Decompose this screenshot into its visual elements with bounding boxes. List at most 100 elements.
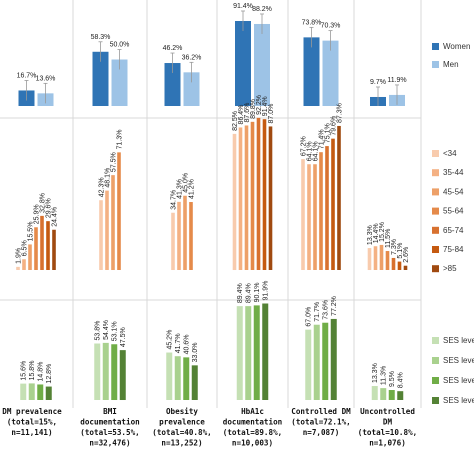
data-label: 87.3% [336, 103, 343, 123]
bar-age-0-1 [99, 200, 103, 270]
data-label: 45.0% [182, 173, 189, 193]
bar-ses-3-5 [397, 391, 404, 400]
data-label: 9.5% [389, 371, 396, 387]
bar-ses-2-0 [37, 384, 44, 400]
data-label: 64.1% [312, 141, 319, 161]
data-label: 87.0% [268, 104, 275, 124]
bar-age-3-5 [385, 251, 390, 270]
legend-swatch [432, 337, 439, 344]
legend-label: 45-54 [443, 187, 464, 196]
data-label: 77.2% [331, 296, 338, 316]
data-label: 32.8% [39, 193, 46, 213]
category-label: Controlled DM (total=72.1%, n=7,087) [291, 407, 351, 437]
bar-gender-0-1 [92, 51, 109, 106]
data-label: 15.2% [379, 222, 386, 242]
data-label: 13.3% [367, 225, 374, 245]
data-label: 14.8% [38, 362, 45, 382]
bar-ses-3-1 [119, 350, 126, 401]
data-label: 9.7% [370, 79, 386, 86]
bar-ses-1-1 [102, 342, 109, 400]
panel-gender: 16.7% 13.6% 58.3%50.0% 46.2% 36.2% 91.4% 88.2%… [17, 3, 407, 107]
bar-age-0-2 [171, 212, 175, 271]
bar-age-6-5 [403, 265, 408, 270]
bar-age-4-4 [325, 146, 329, 270]
bar-age-4-5 [391, 257, 396, 270]
data-label: 87.6% [244, 103, 251, 123]
data-label: 45.2% [167, 330, 174, 350]
legend-label: <34 [443, 149, 457, 158]
legend-label: SES level 4 [443, 396, 474, 405]
data-label: 41.3% [176, 179, 183, 199]
panel-ses: 15.6% 15.8% 14.8% 12.8% 53.8% 54.4% 53.1% 47.5%… [20, 281, 405, 401]
bar-ses-3-4 [330, 318, 337, 400]
legend-label: 65-74 [443, 226, 464, 235]
data-label: 14.4% [373, 223, 380, 243]
bar-ses-1-4 [313, 324, 320, 400]
bar-ses-2-1 [111, 344, 118, 401]
bar-ses-2-5 [388, 390, 395, 400]
bar-age-0-3 [232, 133, 237, 271]
data-label: 57.5% [110, 152, 117, 172]
data-label: 73.8% [302, 19, 322, 26]
legend-label: 35-44 [443, 168, 464, 177]
bar-age-3-1 [117, 152, 121, 270]
legend-swatch [432, 377, 439, 384]
legend-swatch [432, 61, 439, 68]
bar-age-2-2 [183, 195, 187, 270]
panel-age: 1.9% 6.5%15.5%25.9%32.8% 29.6% 24.4% 42.3% 48… [15, 95, 410, 271]
bar-age-2-1 [111, 175, 115, 271]
bar-age-1-2 [177, 201, 181, 270]
legend-label: 75-84 [443, 245, 464, 254]
legend-swatch [432, 169, 439, 177]
legend-gender: Women Men [432, 42, 470, 69]
bar-age-0-4 [301, 159, 305, 270]
bar-age-6-0 [52, 229, 56, 270]
data-label: 7.3% [391, 239, 398, 255]
data-label: 70.3% [321, 23, 341, 30]
category-label: Uncontrolled DM (total=10.8%, n=1,076) [358, 407, 417, 448]
data-label: 12.8% [46, 364, 53, 384]
data-label: 89.4% [237, 283, 244, 303]
data-label: 8.4% [398, 372, 405, 388]
data-label: 91.9% [263, 281, 270, 301]
bar-age-3-0 [34, 227, 38, 270]
bar-age-4-3 [256, 117, 261, 271]
data-label: 53.8% [95, 321, 102, 341]
bar-ses-0-5 [371, 386, 378, 401]
legend-swatch [432, 226, 439, 234]
legend-swatch [432, 357, 439, 364]
data-label: 50.0% [110, 42, 130, 49]
data-label: 75.1% [324, 123, 331, 143]
bar-age-3-3 [250, 121, 255, 270]
bar-ses-0-0 [20, 383, 27, 400]
bar-gender-0-2 [164, 63, 181, 106]
data-label: 15.6% [21, 361, 28, 381]
data-label: 47.5% [120, 327, 127, 347]
legend-label: Women [443, 42, 470, 51]
category-label: BMI documentation (total=53.5%, n=32,476) [80, 407, 139, 448]
data-label: 33.0% [192, 342, 199, 362]
legend-swatch [432, 188, 439, 196]
bar-gender-0-4 [303, 37, 320, 107]
bar-gender-1-4 [322, 40, 339, 107]
bar-ses-3-2 [191, 365, 198, 400]
data-label: 71.3% [116, 129, 123, 149]
bar-age-3-4 [319, 152, 323, 270]
data-label: 1.9% [15, 248, 22, 264]
bar-age-2-3 [244, 125, 249, 271]
data-label: 6.5% [21, 240, 28, 256]
bar-age-1-1 [105, 190, 109, 270]
data-label: 46.2% [163, 45, 183, 52]
bar-age-5-0 [46, 221, 50, 270]
data-label: 34.7% [170, 190, 177, 210]
data-label: 71.7% [314, 302, 321, 322]
bar-age-0-0 [16, 266, 20, 270]
bar-age-2-5 [379, 244, 384, 270]
bar-gender-0-3 [235, 21, 251, 106]
data-label: 16.7% [17, 72, 37, 79]
bar-age-5-3 [262, 119, 267, 270]
data-label: 11.3% [381, 366, 388, 385]
data-label: 5.1% [397, 243, 404, 259]
data-label: 2.6% [403, 247, 410, 263]
legend-age: <34 35-44 45-54 55-64 65-74 75-84 >85 [432, 149, 464, 273]
